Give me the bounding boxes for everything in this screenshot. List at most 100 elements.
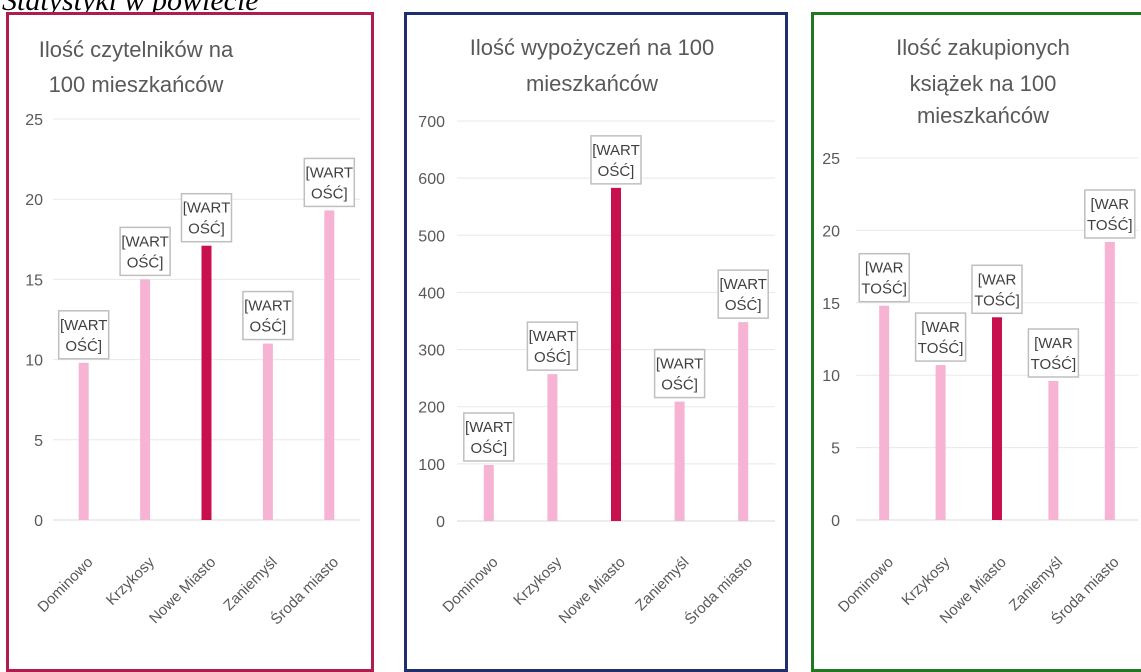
category-label: Zaniemyśl <box>1006 554 1066 614</box>
data-label-text: OŚĆ] <box>250 318 287 336</box>
data-label: [WART OŚĆ] <box>463 412 515 462</box>
bar <box>483 465 494 521</box>
data-label-text: TOŚĆ] <box>861 280 907 298</box>
chart-panel-loans: Ilość wypożyczeń na 100 mieszkańców 0 100 20… <box>404 12 788 672</box>
data-label-text: OŚĆ] <box>127 253 164 271</box>
purchases-chart-svg: Ilość zakupionych książek na 100 mieszkańc… <box>822 35 1138 628</box>
data-label-box <box>119 226 171 277</box>
data-label-text: OŚĆ] <box>661 376 698 394</box>
bar <box>992 317 1002 520</box>
data-label: [WAR TOŚĆ] <box>914 312 967 362</box>
loans-title-line: Ilość wypożyczeń na 100 <box>470 35 715 60</box>
data-label-text: [WART <box>306 164 354 181</box>
readers-title-line: 100 mieszkańców <box>49 72 224 97</box>
bar <box>935 365 946 520</box>
y-tick-label: 20 <box>822 223 840 240</box>
data-label-text: OŚĆ] <box>470 439 507 457</box>
data-label-text: TOŚĆ] <box>1087 216 1133 234</box>
data-label-box <box>590 135 642 185</box>
y-tick-label: 0 <box>34 513 43 530</box>
category-label: Nowe Miasto <box>555 554 628 627</box>
data-label-box <box>717 269 769 319</box>
data-label-text: TOŚĆ] <box>1031 355 1077 373</box>
category-label: Krzykosy <box>510 553 565 608</box>
data-label-text: OŚĆ] <box>725 296 762 314</box>
data-label-box <box>180 192 233 243</box>
bar <box>547 374 558 521</box>
data-label-text: [WAR <box>921 319 960 336</box>
category-label: Dominowo <box>439 554 501 616</box>
bar <box>738 322 749 521</box>
data-label-text: [WART <box>719 276 767 293</box>
y-tick-label: 25 <box>25 112 43 129</box>
data-label-text: TOŚĆ] <box>974 291 1020 309</box>
category-label: Dominowo <box>835 554 897 616</box>
data-label: [WART OŚĆ] <box>590 135 642 185</box>
data-label-text: [WART <box>592 142 640 159</box>
y-tick-label: 25 <box>822 151 840 168</box>
y-tick-label: 0 <box>436 514 445 531</box>
purchases-title-line: mieszkańców <box>917 103 1049 128</box>
bar <box>324 210 335 521</box>
data-label: [WAR TOŚĆ] <box>1084 189 1136 239</box>
data-label-text: [WAR <box>1090 196 1129 213</box>
data-label-box <box>1084 189 1136 239</box>
y-tick-label: 15 <box>25 272 43 289</box>
bar <box>674 401 685 521</box>
data-label: [WART OŚĆ] <box>717 269 769 319</box>
y-tick-label: 300 <box>418 343 445 360</box>
data-label-box <box>971 264 1023 315</box>
data-label-text: [WAR <box>1034 335 1073 352</box>
y-tick-label: 20 <box>25 192 43 209</box>
category-label: Zaniemyśl <box>632 554 692 614</box>
y-tick-label: 200 <box>418 400 445 417</box>
loans-chart-svg: Ilość wypożyczeń na 100 mieszkańców 0 100 20… <box>418 35 775 628</box>
data-label-box <box>303 157 356 208</box>
bar <box>140 279 151 520</box>
data-label-box <box>57 310 110 360</box>
bar <box>1104 241 1115 520</box>
purchases-title-line: książek na 100 <box>910 71 1057 96</box>
y-tick-label: 100 <box>418 457 445 474</box>
data-label: [WART OŚĆ] <box>119 226 171 277</box>
y-tick-label: 600 <box>418 171 445 188</box>
data-label-text: [WART <box>244 298 292 315</box>
readers-title-line: Ilość czytelników na <box>39 37 234 62</box>
category-label: Dominowo <box>34 554 96 616</box>
bar <box>611 187 621 521</box>
bar <box>1048 380 1059 520</box>
data-label: [WAR TOŚĆ] <box>1027 328 1080 378</box>
y-tick-label: 500 <box>418 228 445 245</box>
data-label-text: OŚĆ] <box>311 184 348 202</box>
y-tick-label: 0 <box>831 513 840 530</box>
category-label: Środa miasto <box>681 553 756 628</box>
data-label-text: TOŚĆ] <box>918 339 964 357</box>
data-label-box <box>858 252 910 303</box>
data-label-text: OŚĆ] <box>188 220 225 238</box>
y-tick-label: 700 <box>418 114 445 131</box>
y-tick-label: 15 <box>822 296 840 313</box>
y-tick-label: 400 <box>418 285 445 302</box>
y-tick-label: 5 <box>34 433 43 450</box>
chart-panel-purchases: Ilość zakupionych książek na 100 mieszkańc… <box>811 12 1141 672</box>
bar <box>262 343 273 520</box>
chart-panel-readers: Ilość czytelników na 100 mieszkańców 0 5 10 1… <box>6 12 374 672</box>
data-label-text: [WART <box>60 317 108 334</box>
data-label-text: [WART <box>656 356 704 373</box>
bar <box>879 305 890 520</box>
category-label: Zaniemyśl <box>220 554 280 614</box>
bar <box>201 245 212 520</box>
data-label-text: OŚĆ] <box>598 162 635 180</box>
data-label-box <box>1027 328 1080 378</box>
loans-title-line: mieszkańców <box>526 71 658 96</box>
data-label: [WAR TOŚĆ] <box>971 264 1023 315</box>
data-label-box <box>526 321 579 371</box>
data-label-text: [WART <box>121 233 169 250</box>
purchases-title-line: Ilość zakupionych <box>896 35 1070 60</box>
data-label-text: [WAR <box>978 271 1017 288</box>
data-label: [WART OŚĆ] <box>653 348 706 399</box>
data-label-text: [WART <box>465 419 513 436</box>
